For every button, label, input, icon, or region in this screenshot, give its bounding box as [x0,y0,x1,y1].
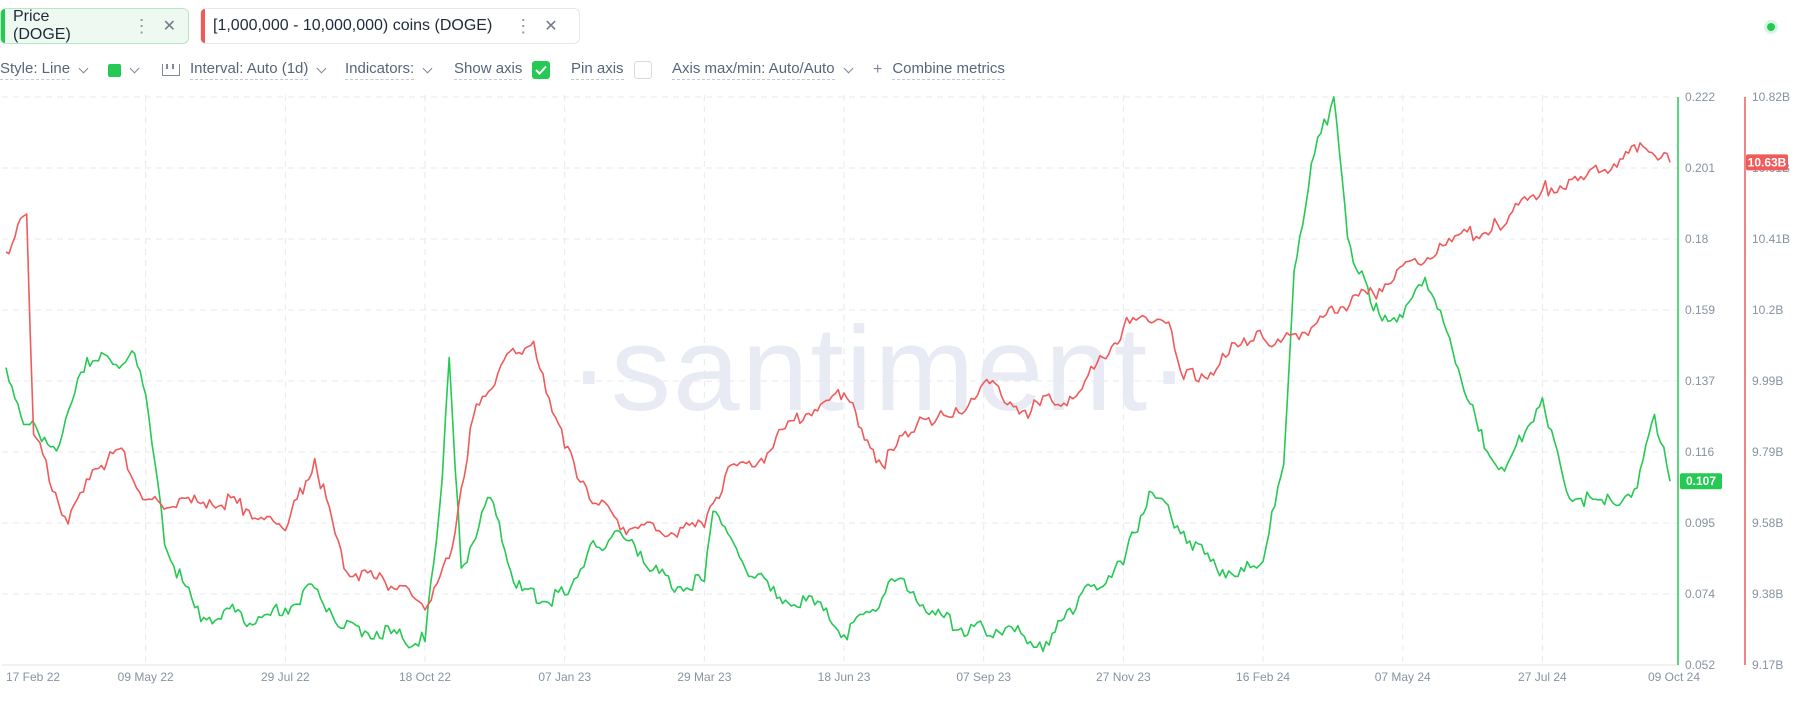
y-left-tick-label: 0.074 [1685,587,1715,601]
y-left-tick-label: 0.222 [1685,90,1715,104]
style-dropdown[interactable]: Style: Line [0,58,89,82]
y-right-tick-label: 10.2B [1752,303,1783,317]
tab-label: Price (DOGE) [13,8,71,43]
more-options-icon[interactable]: ⋮ [132,15,151,36]
series-color-stripe [201,9,205,43]
check-icon [535,65,548,75]
x-tick-label: 29 Jul 22 [261,670,310,684]
combine-metrics-button[interactable]: + Combine metrics [873,60,1005,80]
indicators-dropdown[interactable]: Indicators: [345,58,433,82]
pin-axis-toggle[interactable]: Pin axis [571,58,652,82]
price-last-value-badge-bg [1680,473,1722,490]
pin-axis-checkbox[interactable] [633,61,652,79]
y-right-tick-label: 9.58B [1752,516,1783,530]
y-right-tick-label: 10.41B [1752,232,1790,246]
coins-series-line [5,142,1671,611]
interval-dropdown[interactable]: Interval: Auto (1d) [162,58,327,82]
x-tick-label: 29 Mar 23 [677,670,731,684]
x-tick-label: 07 Sep 23 [956,670,1011,684]
price-series-line [5,96,1671,653]
y-right-tick-label: 9.99B [1752,374,1783,388]
y-right-tick-label: 10.82B [1752,90,1790,104]
axis-maxmin-dropdown[interactable]: Axis max/min: Auto/Auto [672,58,854,82]
close-icon[interactable]: ✕ [162,18,176,35]
more-options-icon[interactable]: ⋮ [514,15,533,36]
y-left-tick-label: 0.18 [1685,232,1709,246]
interval-icon [162,64,180,76]
tab-coins-holders[interactable]: [1,000,000 - 10,000,000) coins (DOGE) ⋮ … [200,8,580,44]
x-tick-label: 18 Jun 23 [818,670,871,684]
y-right-tick-label: 9.38B [1752,587,1783,601]
close-icon[interactable]: ✕ [544,18,558,35]
x-tick-label: 07 May 24 [1375,670,1431,684]
y-left-tick-label: 0.159 [1685,303,1715,317]
color-swatch [108,63,121,77]
watermark-text: ·santiment· [569,302,1191,436]
x-tick-label: 07 Jan 23 [538,670,591,684]
series-color-stripe [1,9,5,43]
x-tick-label: 16 Feb 24 [1236,670,1290,684]
coins-last-value-badge-bg [1746,154,1788,171]
live-status-icon [1764,20,1778,34]
x-tick-label: 18 Oct 22 [399,670,451,684]
x-tick-label: 09 May 22 [118,670,174,684]
x-tick-label: 17 Feb 22 [6,670,60,684]
y-left-tick-label: 0.116 [1685,445,1714,459]
y-left-tick-label: 0.095 [1685,516,1715,530]
price-last-value-badge: 0.107 [1686,474,1716,488]
x-tick-label: 27 Jul 24 [1518,670,1567,684]
color-picker-dropdown[interactable] [108,58,140,82]
x-tick-label: 27 Nov 23 [1096,670,1151,684]
x-tick-label: 09 Oct 24 [1648,670,1700,684]
y-left-tick-label: 0.052 [1685,658,1715,672]
y-left-tick-label: 0.137 [1685,374,1715,388]
y-right-tick-label: 9.79B [1752,445,1783,459]
y-left-tick-label: 0.201 [1685,161,1715,175]
tab-label: [1,000,000 - 10,000,000) coins (DOGE) [213,17,493,34]
show-axis-checkbox[interactable] [532,61,551,79]
coins-last-value-badge: 10.63B [1748,155,1787,169]
plus-icon: + [873,61,883,78]
y-right-tick-label: 9.17B [1752,658,1783,672]
show-axis-toggle[interactable]: Show axis [454,58,551,82]
tab-price-doge[interactable]: Price (DOGE) ⋮ ✕ [0,8,189,44]
